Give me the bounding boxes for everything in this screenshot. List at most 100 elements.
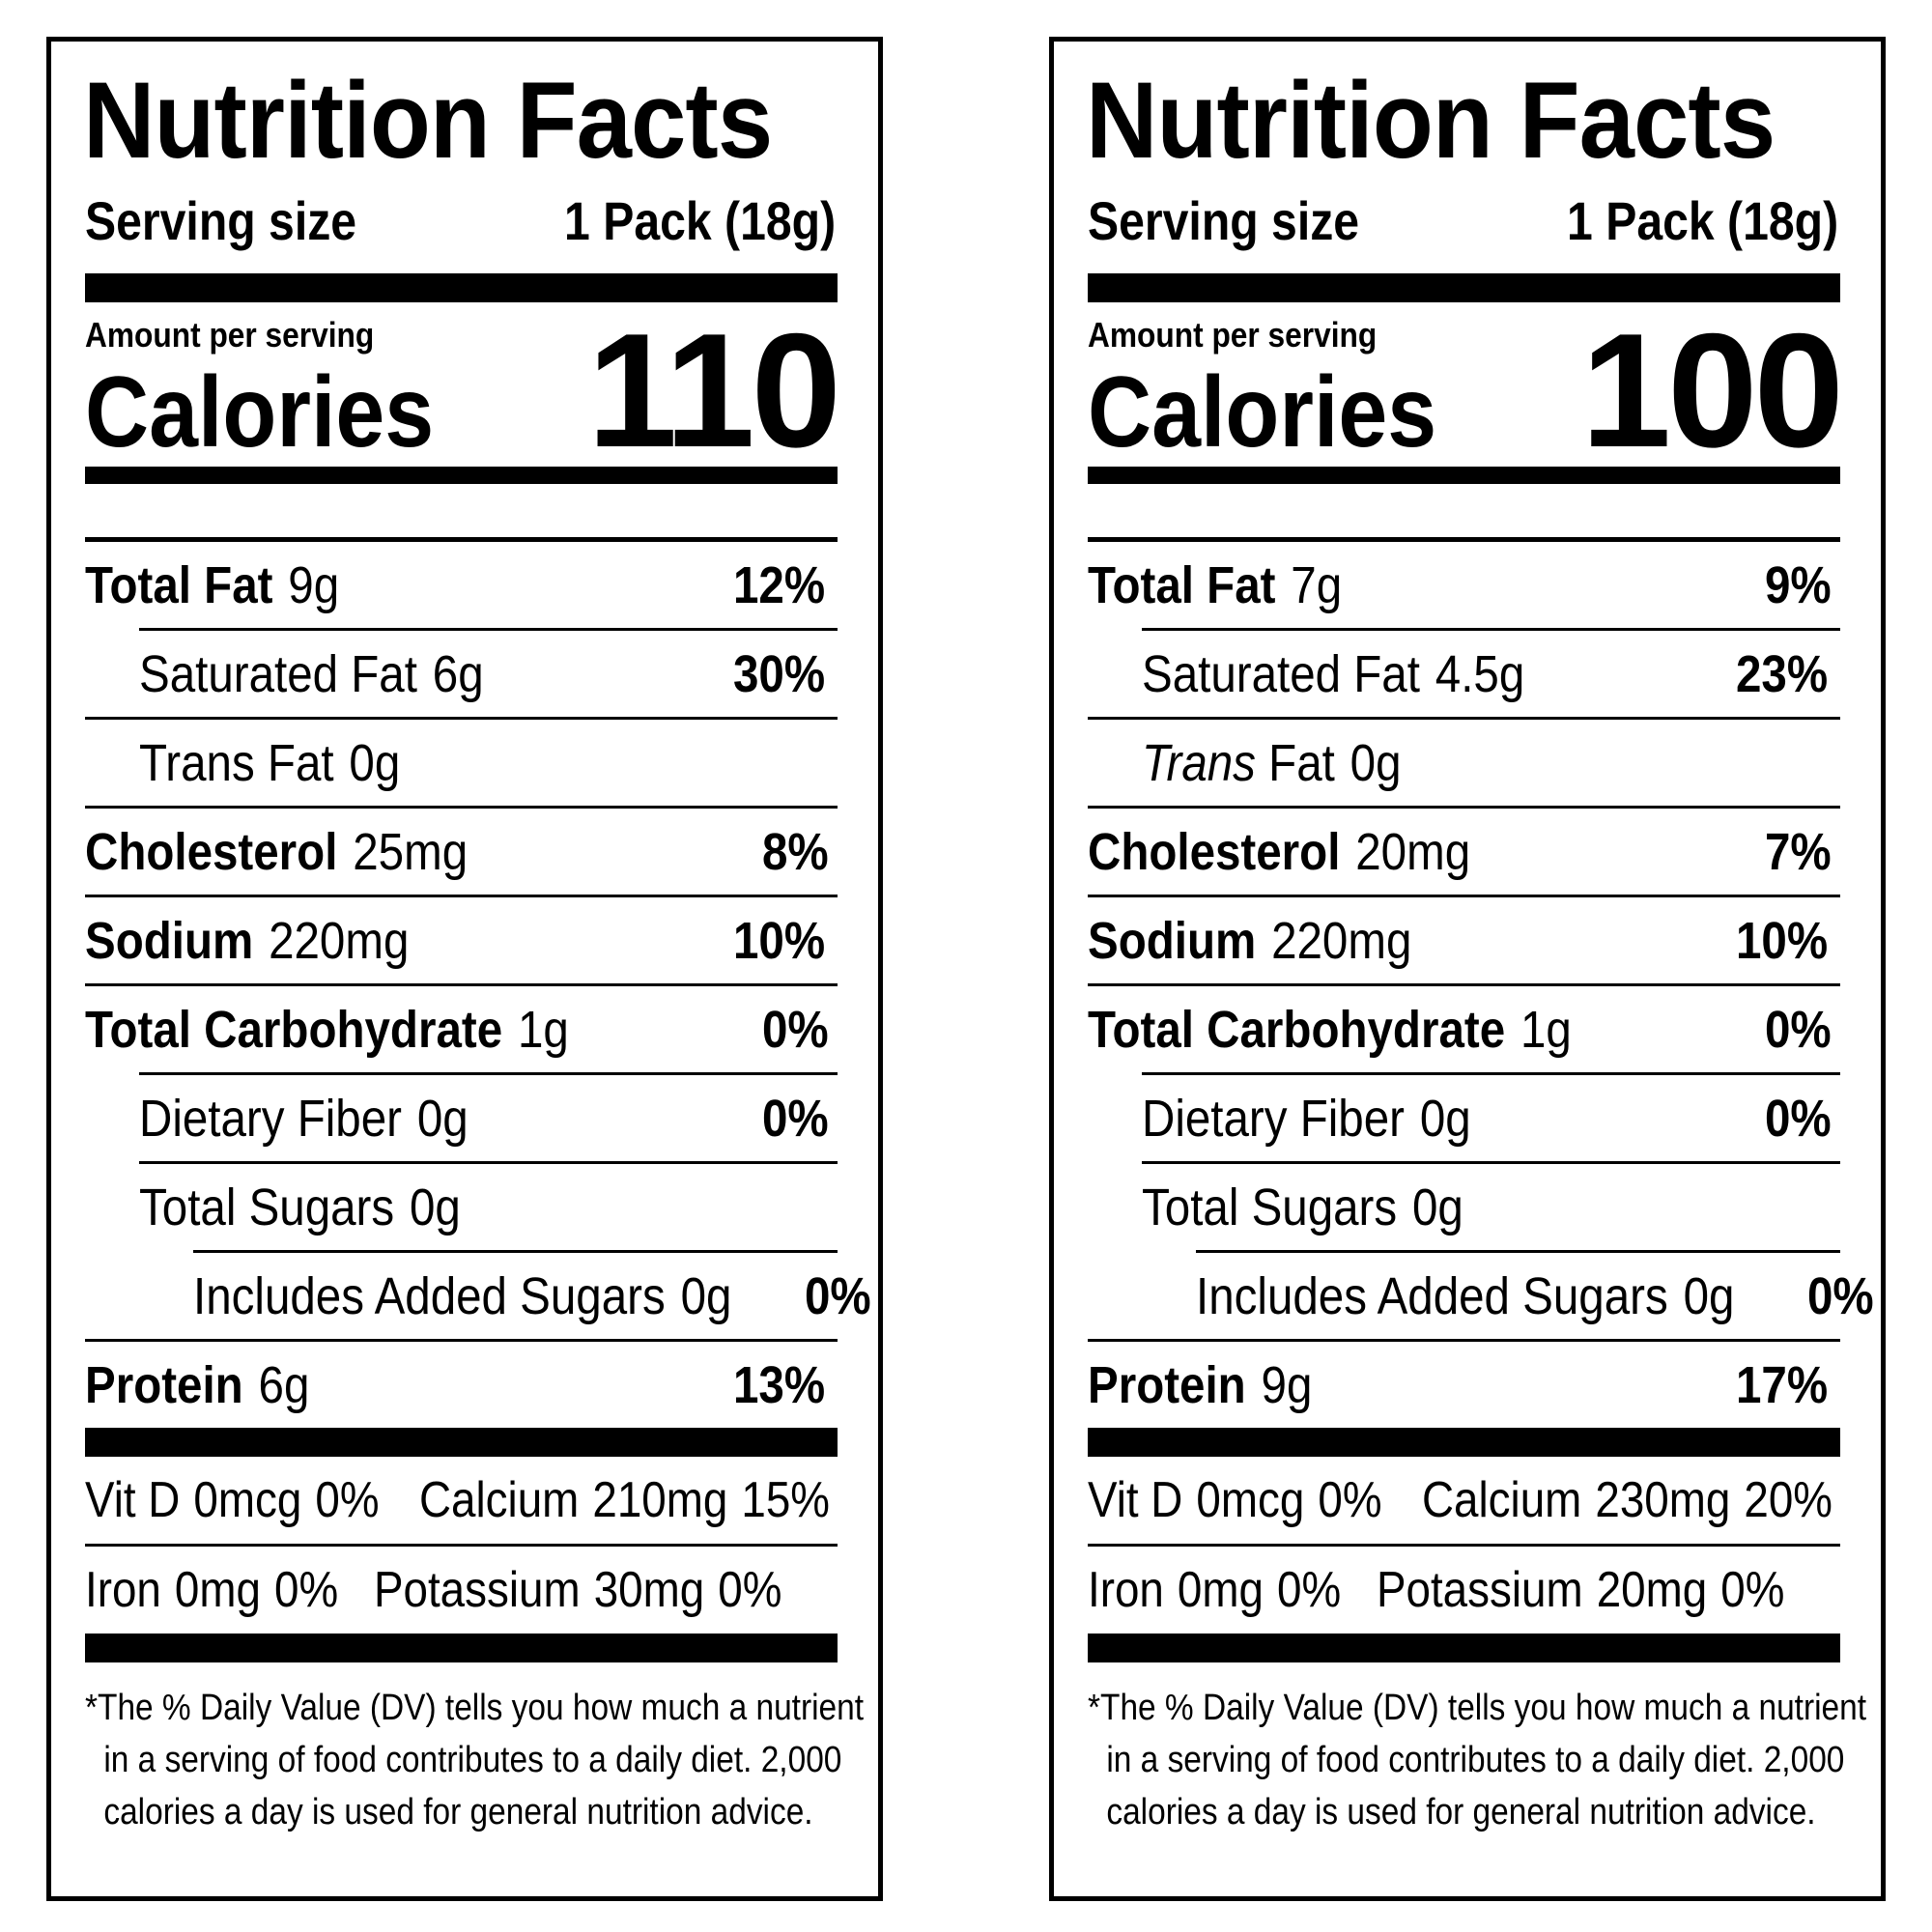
nutrient-row-dietary-fiber: Dietary Fiber 0g 0% [1088,1075,1840,1161]
vitamin-dv: 0% [274,1562,339,1618]
nutrient-name: Includes Added Sugars [1196,1266,1668,1325]
nutrient-name: Protein [1088,1355,1246,1414]
nutrient-name: Total Fat [85,555,273,614]
medium-divider [85,467,838,484]
vitamin-amount: 0mcg [193,1472,302,1528]
vitamin-name: Calcium [1422,1472,1582,1528]
vitamin-row-1: Vit D 0mcg 0% Calcium 210mg 15% [85,1457,838,1544]
nutrient-amount: 6g [432,644,484,703]
nutrient-name: Total Sugars [1142,1178,1398,1236]
thick-divider [85,1634,838,1662]
nutrition-facts-title: Nutrition Facts [83,60,773,181]
vitamin-dv: 0% [1277,1562,1342,1618]
nutrient-name: Total Carbohydrate [85,1000,503,1059]
nutrient-amount: 6g [258,1355,310,1414]
nutrient-dv: 0% [761,1089,829,1148]
vitamin-name: Vit D [1088,1472,1183,1528]
vitamin-amount: 230mg [1595,1472,1731,1528]
nutrient-name: Total Fat [1088,555,1276,614]
nutrient-row-dietary-fiber: Dietary Fiber 0g 0% [85,1075,838,1161]
nutrient-dv: 12% [732,555,826,614]
vitamin-row-1: Vit D 0mcg 0% Calcium 230mg 20% [1088,1457,1840,1544]
nutrient-amount: 0g [1419,1089,1471,1148]
nutrient-row-total-carbohydrate: Total Carbohydrate 1g 0% [85,986,838,1072]
serving-size-label: Serving size [1088,190,1360,251]
calories-value: 100 [1580,299,1844,481]
nutrient-dv: 0% [761,1000,829,1059]
nutrient-name: Fat [267,733,334,792]
nutrient-row-added-sugars: Includes Added Sugars 0g 0% [85,1253,871,1339]
nutrient-row-total-carbohydrate: Total Carbohydrate 1g 0% [1088,986,1840,1072]
vitamin-amount: 0mcg [1196,1472,1305,1528]
vitamin-name: Iron [85,1562,161,1618]
thick-divider [85,1428,838,1457]
nutrient-name: Total Sugars [139,1178,395,1236]
vitamin-amount: 210mg [592,1472,728,1528]
nutrient-dv: 9% [1764,555,1832,614]
nutrient-name: Cholesterol [1088,822,1341,881]
nutrient-amount: 20mg [1355,822,1471,881]
vitamin-dv: 20% [1744,1472,1833,1528]
vitamin-dv: 0% [718,1562,782,1618]
vitamin-amount: 30mg [593,1562,705,1618]
nutrient-amount: 0g [1683,1266,1735,1325]
calories-label: Calories [1088,356,1437,469]
nutrient-dv: 8% [761,822,829,881]
vitamin-name: Calcium [419,1472,580,1528]
nutrient-row-total-sugars: Total Sugars 0g [1088,1164,1840,1250]
nutrient-row-total-fat: Total Fat 7g 9% [1088,542,1840,628]
vitamin-dv: 0% [1720,1562,1785,1618]
nutrient-name: Cholesterol [85,822,338,881]
nutrient-name: Total Carbohydrate [1088,1000,1506,1059]
nutrient-amount: 220mg [269,911,410,970]
vitamin-dv: 15% [741,1472,831,1528]
nutrient-name: Sodium [85,911,254,970]
nutrition-facts-title: Nutrition Facts [1086,60,1776,181]
thick-divider [85,273,838,302]
nutrient-dv: 7% [1764,822,1832,881]
nutrient-amount: 0g [416,1089,469,1148]
thin-divider [1088,537,1840,542]
nutrient-row-total-sugars: Total Sugars 0g [85,1164,838,1250]
nutrient-dv: 0% [1764,1089,1832,1148]
nutrient-dv: 30% [732,644,826,703]
nutrient-row-cholesterol: Cholesterol 25mg 8% [85,809,838,895]
footnote: *The % Daily Value (DV) tells you how mu… [1088,1688,1867,1833]
nutrient-row-trans-fat: Trans Fat 0g [85,720,838,806]
nutrient-amount: 0g [409,1178,461,1236]
nutrient-name: Dietary Fiber [139,1089,402,1148]
nutrient-dv: 13% [732,1355,826,1414]
nutrient-amount: 25mg [353,822,469,881]
thick-divider [1088,1428,1840,1457]
nutrient-dv: 10% [1735,911,1829,970]
nutrient-row-protein: Protein 9g 17% [1088,1342,1840,1428]
vitamin-amount: 0mg [174,1562,261,1618]
nutrient-row-trans-fat: Trans Fat 0g [1088,720,1840,806]
nutrient-row-total-fat: Total Fat 9g 12% [85,542,838,628]
nutrition-label-right: Nutrition Facts Serving size 1 Pack (18g… [1049,37,1886,1901]
nutrient-amount: 7g [1291,555,1343,614]
nutrient-row-saturated-fat: Saturated Fat 4.5g 23% [1088,631,1840,717]
nutrient-amount: 0g [349,733,401,792]
thick-divider [1088,273,1840,302]
nutrient-amount: 9g [288,555,340,614]
vitamin-name: Potassium [1377,1562,1583,1618]
nutrient-name: Saturated Fat [1142,644,1420,703]
nutrient-row-sodium: Sodium 220mg 10% [85,897,838,983]
nutrient-row-saturated-fat: Saturated Fat 6g 30% [85,631,838,717]
nutrient-name: Protein [85,1355,243,1414]
nutrient-name: Saturated Fat [139,644,417,703]
vitamin-row-2: Iron 0mg 0% Potassium 20mg 0% [1088,1547,1840,1634]
nutrient-row-added-sugars: Includes Added Sugars 0g 0% [1088,1253,1874,1339]
serving-size-value: 1 Pack (18g) [1567,190,1839,251]
medium-divider [1088,467,1840,484]
serving-size-row: Serving size 1 Pack (18g) [85,186,836,256]
calories-row: Calories 100 [1088,309,1844,471]
nutrient-dv: 0% [1807,1266,1875,1325]
nutrient-name: Fat [1268,733,1335,792]
nutrient-amount: 0g [1411,1178,1463,1236]
nutrient-amount: 0g [1350,733,1402,792]
nutrient-row-sodium: Sodium 220mg 10% [1088,897,1840,983]
serving-size-row: Serving size 1 Pack (18g) [1088,186,1838,256]
thin-divider [85,537,838,542]
